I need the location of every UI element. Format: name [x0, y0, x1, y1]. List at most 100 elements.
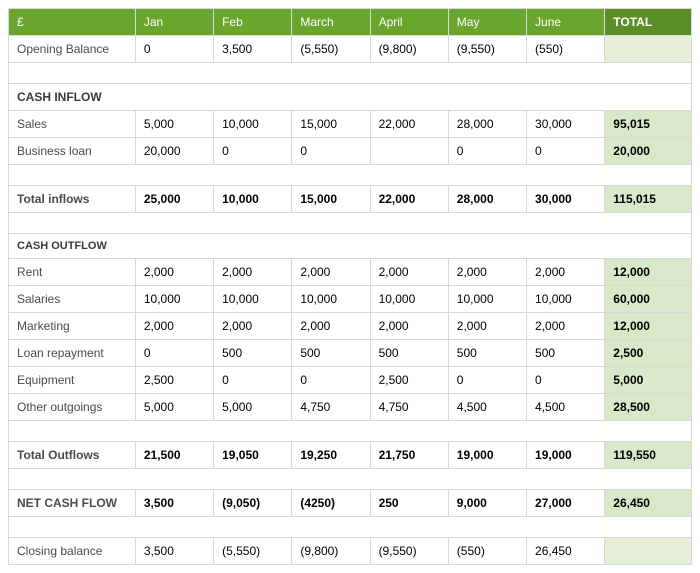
table-row: Business loan20,000000020,000: [9, 138, 692, 165]
table-row: Closing balance3,500(5,550)(9,800)(9,550…: [9, 538, 692, 565]
cell: 30,000: [527, 111, 605, 138]
total-cell: 5,000: [605, 367, 692, 394]
cell: 2,000: [527, 259, 605, 286]
cell: [370, 138, 448, 165]
cell: 10,000: [214, 111, 292, 138]
cell: (9,550): [448, 36, 526, 63]
spacer-cell: [9, 469, 692, 490]
cell: 0: [135, 36, 213, 63]
cashflow-table: £JanFebMarchAprilMayJuneTOTAL Opening Ba…: [8, 8, 692, 565]
row-label: Loan repayment: [9, 340, 136, 367]
cell: 3,500: [135, 490, 213, 517]
cell: 28,000: [448, 111, 526, 138]
cell: 2,000: [292, 259, 370, 286]
row-label: Closing balance: [9, 538, 136, 565]
cell: 19,000: [448, 442, 526, 469]
cell: 15,000: [292, 111, 370, 138]
cell: 0: [448, 367, 526, 394]
table-row: [9, 517, 692, 538]
cell: 5,000: [135, 394, 213, 421]
table-row: Marketing2,0002,0002,0002,0002,0002,0001…: [9, 313, 692, 340]
table-row: Sales5,00010,00015,00022,00028,00030,000…: [9, 111, 692, 138]
cell: (550): [448, 538, 526, 565]
cell: 0: [214, 367, 292, 394]
cell: (4250): [292, 490, 370, 517]
row-label: Total inflows: [9, 186, 136, 213]
total-cell: 95,015: [605, 111, 692, 138]
header-currency: £: [9, 9, 136, 36]
cell: 0: [135, 340, 213, 367]
cell: 4,500: [448, 394, 526, 421]
spacer-cell: [9, 63, 692, 84]
table-body: Opening Balance03,500(5,550)(9,800)(9,55…: [9, 36, 692, 565]
total-cell: [605, 36, 692, 63]
header-month-5: June: [527, 9, 605, 36]
cell: 2,000: [135, 259, 213, 286]
cell: 2,000: [370, 313, 448, 340]
cell: 2,000: [448, 259, 526, 286]
row-label: NET CASH FLOW: [9, 490, 136, 517]
section-label: CASH INFLOW: [9, 84, 692, 111]
cell: 0: [292, 367, 370, 394]
header-month-3: April: [370, 9, 448, 36]
cell: 10,000: [370, 286, 448, 313]
spacer-cell: [9, 517, 692, 538]
cell: 19,050: [214, 442, 292, 469]
cell: 15,000: [292, 186, 370, 213]
total-cell: 2,500: [605, 340, 692, 367]
cell: 3,500: [214, 36, 292, 63]
cell: 2,000: [527, 313, 605, 340]
total-cell: 119,550: [605, 442, 692, 469]
cell: 2,500: [370, 367, 448, 394]
spacer-cell: [9, 165, 692, 186]
cell: 22,000: [370, 111, 448, 138]
table-row: [9, 469, 692, 490]
table-row: [9, 165, 692, 186]
row-label: Marketing: [9, 313, 136, 340]
header-month-4: May: [448, 9, 526, 36]
spacer-cell: [9, 213, 692, 234]
cell: 0: [527, 367, 605, 394]
table-row: Other outgoings5,0005,0004,7504,7504,500…: [9, 394, 692, 421]
row-label: Business loan: [9, 138, 136, 165]
row-label: Equipment: [9, 367, 136, 394]
cell: 27,000: [527, 490, 605, 517]
table-row: Opening Balance03,500(5,550)(9,800)(9,55…: [9, 36, 692, 63]
table-row: CASH INFLOW: [9, 84, 692, 111]
cell: (9,550): [370, 538, 448, 565]
row-label: Sales: [9, 111, 136, 138]
cell: 10,000: [448, 286, 526, 313]
cell: (5,550): [292, 36, 370, 63]
header-month-0: Jan: [135, 9, 213, 36]
cell: 0: [448, 138, 526, 165]
total-cell: [605, 538, 692, 565]
row-label: Salaries: [9, 286, 136, 313]
total-cell: 12,000: [605, 259, 692, 286]
cell: 21,750: [370, 442, 448, 469]
table-header: £JanFebMarchAprilMayJuneTOTAL: [9, 9, 692, 36]
cell: 500: [370, 340, 448, 367]
table-row: NET CASH FLOW3,500(9,050)(4250)2509,0002…: [9, 490, 692, 517]
table-row: Equipment2,500002,500005,000: [9, 367, 692, 394]
cell: 30,000: [527, 186, 605, 213]
table-row: Rent2,0002,0002,0002,0002,0002,00012,000: [9, 259, 692, 286]
total-cell: 28,500: [605, 394, 692, 421]
cell: 19,000: [527, 442, 605, 469]
cell: 500: [527, 340, 605, 367]
cell: 2,500: [135, 367, 213, 394]
cell: 4,500: [527, 394, 605, 421]
table-row: Total inflows25,00010,00015,00022,00028,…: [9, 186, 692, 213]
row-label: Rent: [9, 259, 136, 286]
table-row: Total Outflows21,50019,05019,25021,75019…: [9, 442, 692, 469]
cell: (9,050): [214, 490, 292, 517]
table-row: Salaries10,00010,00010,00010,00010,00010…: [9, 286, 692, 313]
cell: 21,500: [135, 442, 213, 469]
spacer-cell: [9, 421, 692, 442]
cell: 10,000: [214, 186, 292, 213]
cell: (9,800): [370, 36, 448, 63]
row-label: Total Outflows: [9, 442, 136, 469]
row-label: Opening Balance: [9, 36, 136, 63]
cell: 0: [214, 138, 292, 165]
table-row: Loan repayment05005005005005002,500: [9, 340, 692, 367]
header-month-1: Feb: [214, 9, 292, 36]
